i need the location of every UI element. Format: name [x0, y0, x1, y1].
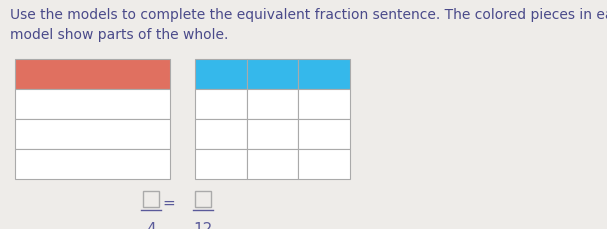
Bar: [298, 90, 350, 120]
Bar: [15, 120, 170, 149]
Bar: [298, 120, 350, 149]
Bar: [298, 149, 350, 179]
Bar: [143, 191, 159, 207]
Text: 4: 4: [146, 221, 156, 229]
Bar: [246, 90, 298, 120]
Text: 12: 12: [194, 221, 212, 229]
Bar: [298, 60, 350, 90]
Bar: [195, 191, 211, 207]
Bar: [246, 60, 298, 90]
Bar: [195, 60, 246, 90]
Bar: [195, 120, 246, 149]
Bar: [195, 149, 246, 179]
Bar: [195, 90, 246, 120]
Bar: [15, 60, 170, 90]
Bar: [246, 149, 298, 179]
Bar: [15, 90, 170, 120]
Bar: [15, 149, 170, 179]
Text: =: =: [163, 195, 175, 210]
Bar: [246, 120, 298, 149]
Text: Use the models to complete the equivalent fraction sentence. The colored pieces : Use the models to complete the equivalen…: [10, 8, 607, 41]
